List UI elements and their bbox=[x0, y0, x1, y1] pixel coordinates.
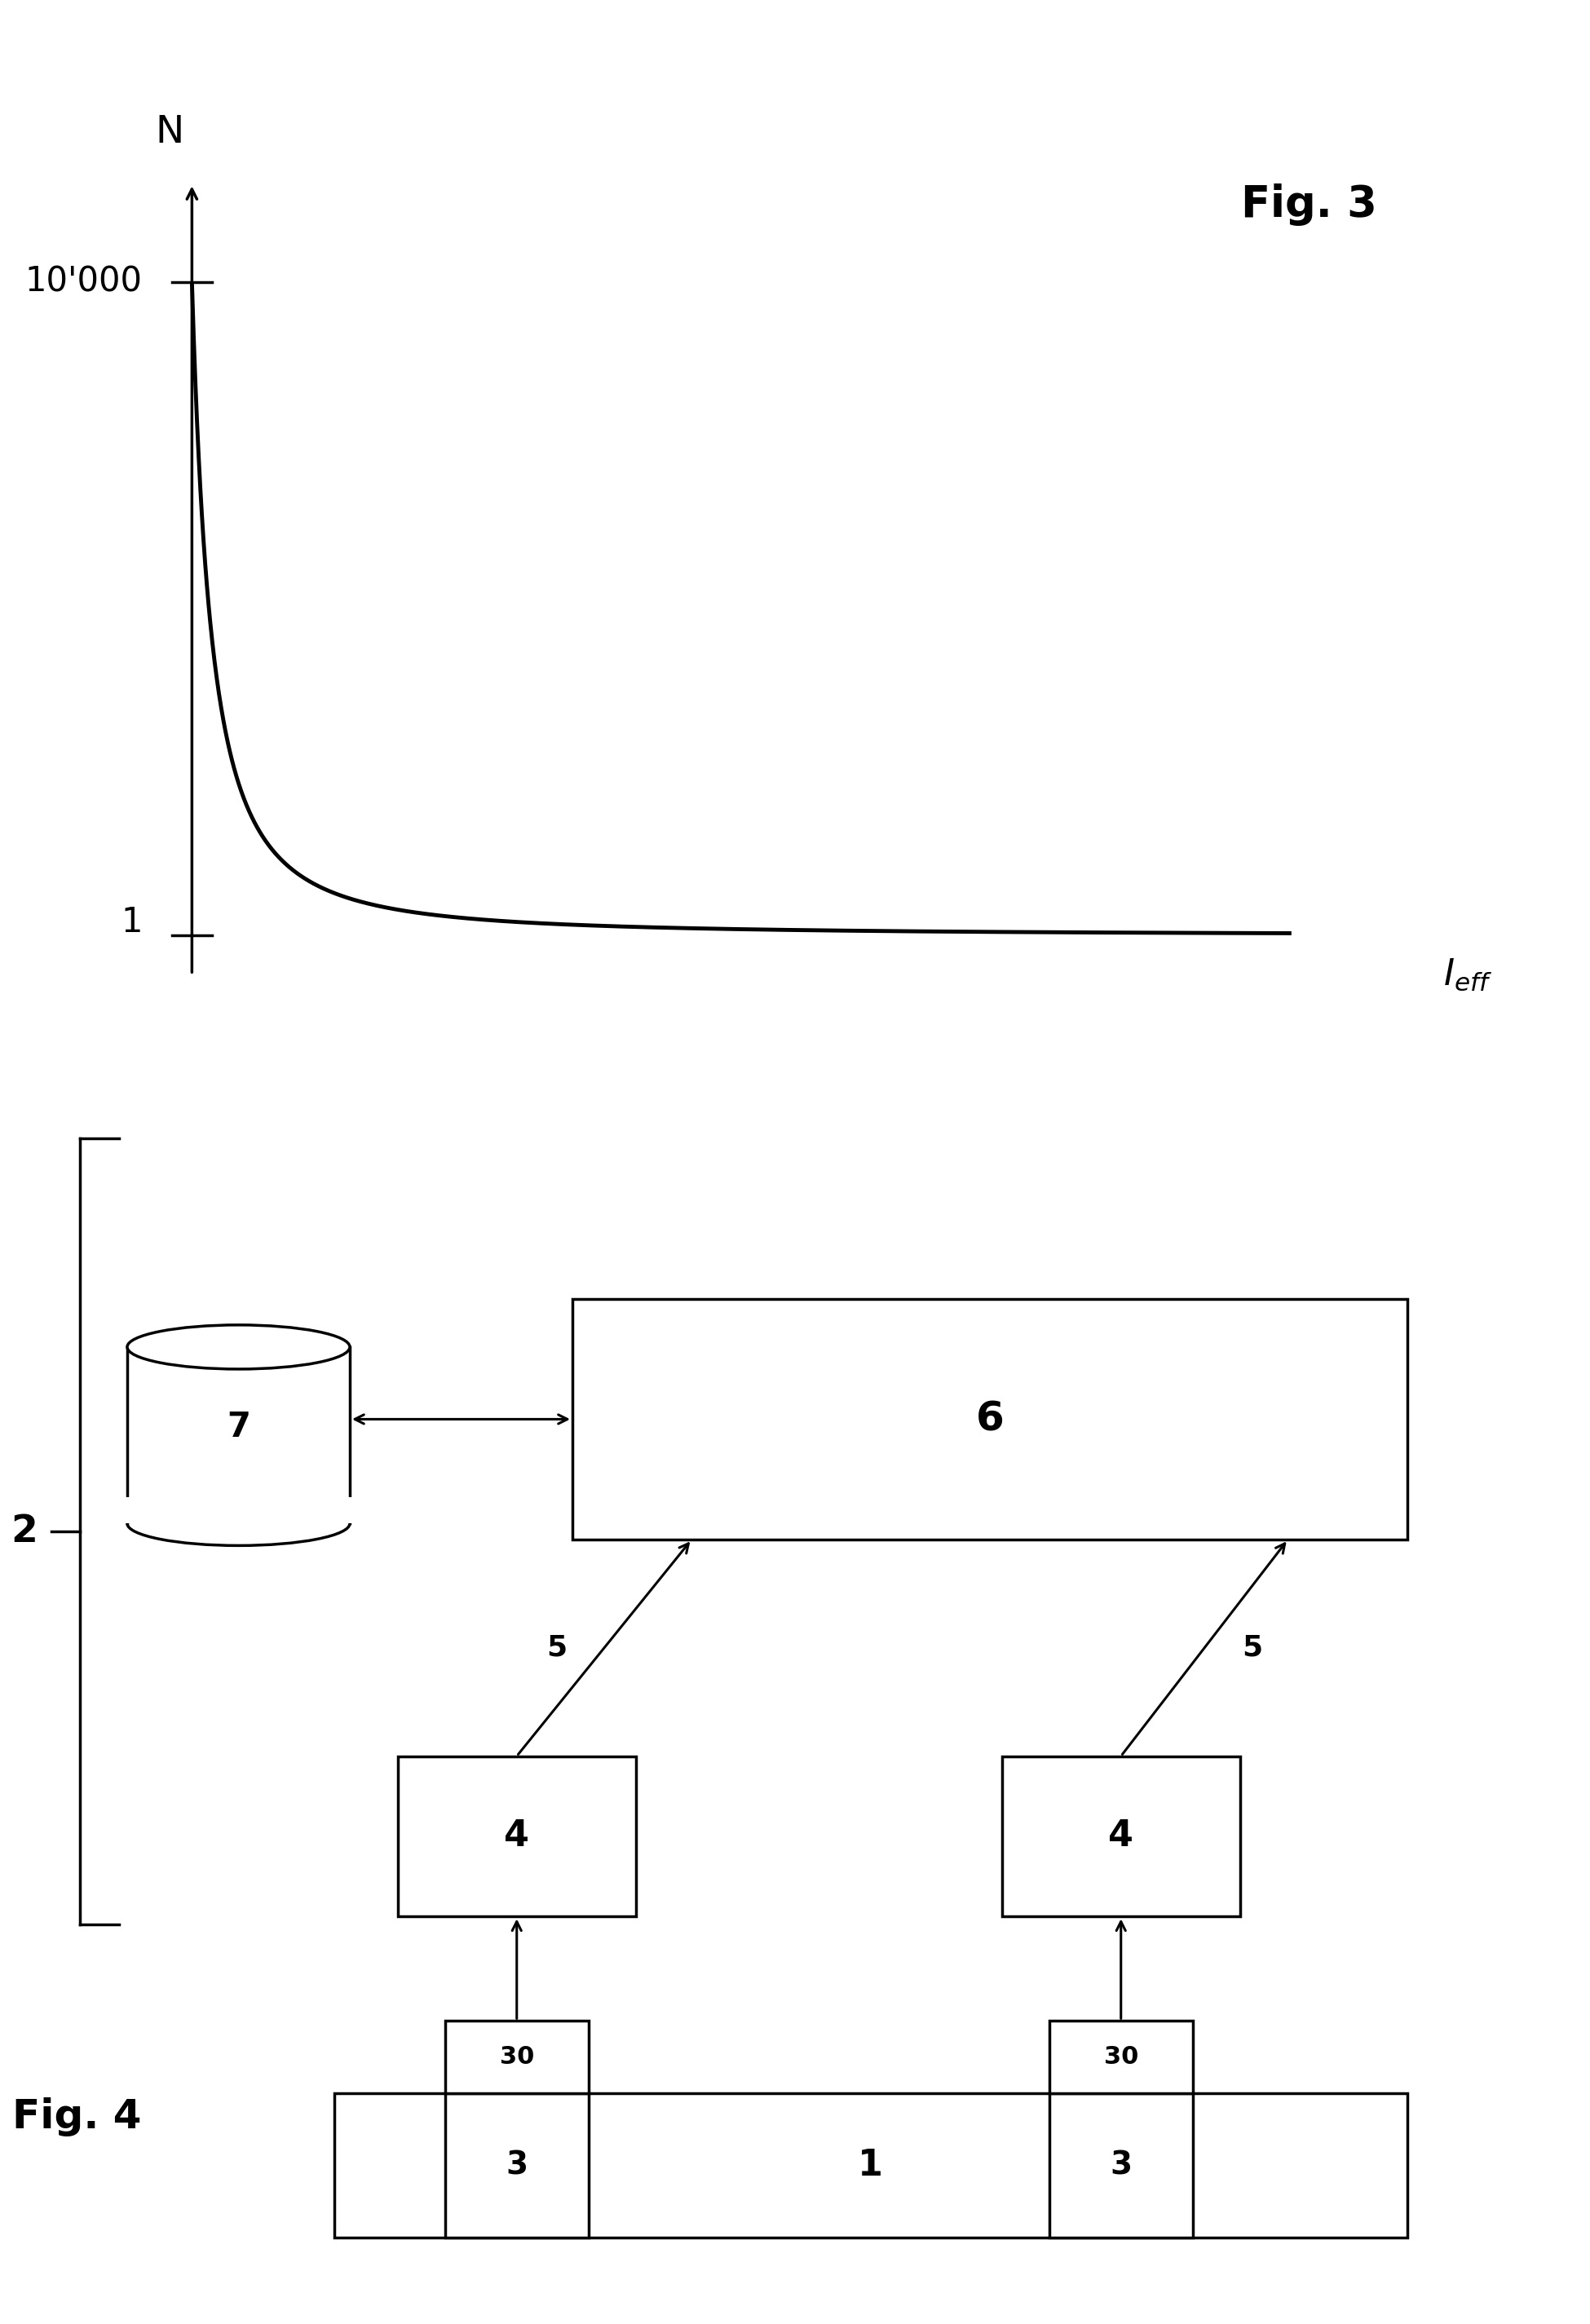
Bar bbox=[445, 2094, 588, 2238]
Text: 1: 1 bbox=[121, 906, 143, 939]
Bar bbox=[445, 2022, 588, 2094]
Text: 7: 7 bbox=[227, 1411, 250, 1443]
Bar bbox=[334, 2094, 1407, 2238]
Text: 30: 30 bbox=[1103, 2045, 1138, 2068]
Bar bbox=[1049, 2094, 1192, 2238]
Text: 1: 1 bbox=[859, 2147, 882, 2182]
Text: 2: 2 bbox=[11, 1513, 37, 1550]
Bar bbox=[1049, 2022, 1192, 2094]
Bar bbox=[1002, 1757, 1240, 1917]
Text: 6: 6 bbox=[976, 1399, 1003, 1439]
Text: Fig. 3: Fig. 3 bbox=[1242, 184, 1377, 225]
Text: 5: 5 bbox=[547, 1634, 566, 1662]
Bar bbox=[124, 1497, 355, 1525]
Bar bbox=[572, 1299, 1407, 1538]
Text: $I_{eff}$: $I_{eff}$ bbox=[1444, 957, 1491, 992]
Text: 5: 5 bbox=[1242, 1634, 1262, 1662]
Ellipse shape bbox=[127, 1325, 350, 1369]
Bar bbox=[398, 1757, 636, 1917]
Text: N: N bbox=[156, 114, 184, 151]
Text: 3: 3 bbox=[506, 2150, 528, 2180]
Text: 4: 4 bbox=[1108, 1820, 1134, 1855]
Text: 4: 4 bbox=[504, 1820, 529, 1855]
Text: 30: 30 bbox=[499, 2045, 534, 2068]
Text: Fig. 4: Fig. 4 bbox=[13, 2099, 142, 2136]
Text: 10'000: 10'000 bbox=[25, 265, 143, 300]
Text: 3: 3 bbox=[1110, 2150, 1132, 2180]
